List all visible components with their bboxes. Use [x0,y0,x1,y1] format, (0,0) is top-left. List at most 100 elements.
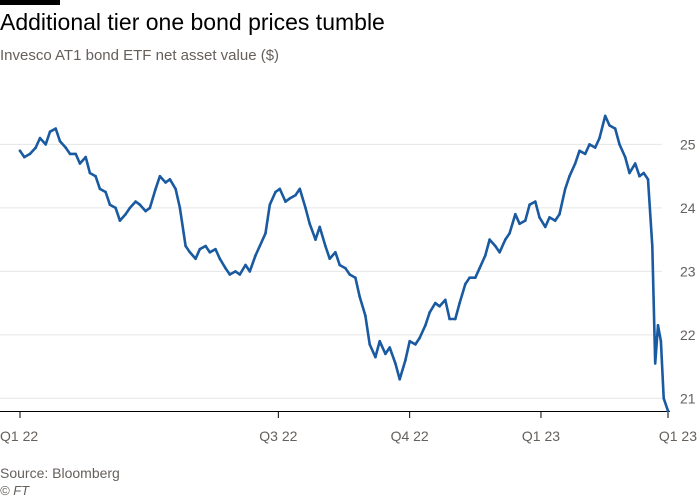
data-point [518,222,521,226]
data-point [384,352,387,356]
data-point [194,257,197,261]
data-point [568,174,571,178]
data-point [398,378,402,381]
y-tick-label: 21 [680,390,696,406]
data-point [388,346,392,349]
x-tick-label: Q1 23 [522,428,560,444]
data-point [128,206,132,210]
data-point [484,254,487,257]
data-point [534,200,537,203]
y-tick-label: 24 [680,200,696,216]
copyright-note: © FT [0,483,30,498]
x-axis: Q1 22 Q3 22 Q4 22 Q1 23 Q1 23 [0,411,697,444]
data-point [478,266,481,270]
data-point [578,149,581,153]
data-point [44,143,47,146]
data-point [328,257,332,261]
data-point [114,206,117,210]
data-point [428,311,431,314]
data-point [108,203,112,206]
data-point [298,187,302,191]
data-point [653,362,657,365]
series-line [18,114,670,413]
data-point [318,225,322,229]
data-point [354,276,357,280]
data-point [334,251,337,254]
data-point [659,339,663,343]
data-point [54,127,57,130]
data-point [414,343,417,346]
data-point [454,317,457,321]
y-tick-label: 22 [680,327,696,343]
data-point [488,238,491,241]
data-point [58,140,62,143]
data-point [258,244,262,248]
data-point [404,358,407,362]
data-point [118,219,122,222]
data-point [638,174,641,178]
data-point [498,251,501,254]
x-tick-label: Q4 22 [391,428,429,444]
data-point [438,305,441,308]
data-point [148,206,152,210]
data-point [603,114,607,118]
data-point [98,187,102,191]
data-point [324,244,327,248]
data-point [548,216,551,219]
data-point [188,251,192,254]
data-point [458,301,461,305]
data-point [662,397,665,400]
data-point [378,339,382,343]
data-point [214,247,217,251]
data-point [48,130,52,133]
data-point [168,178,172,181]
data-point [134,200,137,203]
data-point [68,152,72,156]
data-point [504,238,507,241]
data-point [178,206,182,210]
data-point [28,152,32,156]
data-point [104,190,107,194]
data-point [613,127,617,130]
data-point [563,187,567,191]
data-point [264,232,267,235]
data-point [368,343,372,346]
data-point [274,190,277,194]
data-point [288,197,292,200]
data-point [434,301,437,305]
data-point [448,317,451,321]
data-point [598,136,601,140]
data-point [408,339,412,343]
data-point [294,193,297,197]
data-point [218,257,222,261]
data-point [208,251,212,254]
y-tick-label: 23 [680,263,696,279]
data-point [278,187,282,191]
data-point [364,314,367,318]
data-point [164,181,167,184]
data-point [238,273,242,276]
data-point [78,162,82,165]
data-point [74,152,77,156]
data-point [138,203,142,206]
data-point [573,162,577,165]
data-point [424,324,427,327]
data-point [338,263,342,267]
data-point [642,171,645,175]
data-point [633,162,637,165]
data-point [524,219,527,222]
x-tick-label: Q1 22 [0,428,38,444]
data-point [308,222,312,226]
data-point [494,244,497,248]
data-point [618,143,621,146]
data-point [254,254,257,257]
data-point [544,225,547,229]
data-point [651,244,654,248]
data-point [344,266,347,270]
data-point [558,212,561,216]
data-point [656,324,660,327]
data-point [583,152,587,156]
data-point [84,155,87,159]
data-point [224,266,227,270]
data-point [18,149,22,153]
